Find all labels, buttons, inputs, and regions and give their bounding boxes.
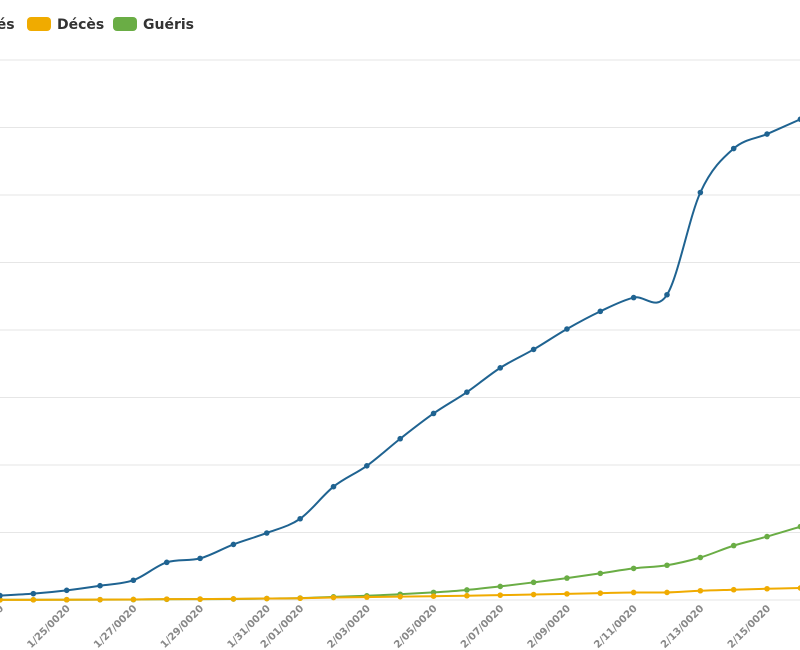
x-tick-label: 2/11/0020	[592, 603, 639, 650]
data-point	[630, 294, 637, 301]
data-point	[397, 593, 404, 600]
data-point	[464, 389, 470, 395]
data-point	[530, 579, 537, 586]
data-point	[497, 365, 504, 371]
data-point	[63, 587, 70, 594]
data-point	[797, 585, 800, 591]
data-point	[464, 587, 470, 593]
legend-swatch	[27, 17, 51, 31]
data-point	[630, 565, 637, 572]
data-point	[430, 410, 437, 417]
data-point	[297, 595, 303, 602]
x-tick-label: 1/27/0020	[92, 603, 139, 650]
data-point	[764, 131, 770, 137]
data-point	[364, 594, 370, 600]
data-point	[230, 541, 237, 548]
x-tick-label: 1/23/0020	[0, 603, 6, 650]
data-point	[564, 326, 570, 332]
legend-label: Confirmés	[0, 17, 15, 33]
data-point	[764, 533, 770, 540]
data-point	[63, 596, 70, 603]
data-point	[697, 554, 704, 561]
data-point	[130, 577, 137, 584]
series-line	[0, 118, 800, 597]
legend-swatch	[113, 17, 137, 31]
data-point	[497, 592, 504, 598]
data-point	[697, 189, 704, 196]
x-tick-label: 2/13/0020	[659, 603, 706, 650]
legend-label: Guéris	[143, 17, 194, 33]
data-point	[664, 589, 670, 596]
data-point	[130, 596, 137, 603]
data-point	[330, 594, 337, 601]
data-point	[0, 592, 3, 599]
x-tick-label: 2/15/0020	[726, 603, 773, 650]
x-tick-label: 2/07/0020	[459, 603, 506, 650]
data-point	[163, 596, 170, 602]
legend-label: Décès	[57, 17, 104, 33]
data-point	[797, 523, 800, 530]
data-point	[530, 591, 537, 598]
x-tick-label: 1/25/0020	[25, 603, 72, 650]
data-point	[30, 597, 37, 603]
data-point	[664, 291, 670, 298]
data-point	[264, 595, 270, 602]
data-point	[97, 582, 103, 589]
data-point	[330, 483, 337, 490]
data-point	[464, 592, 470, 599]
data-point	[597, 590, 604, 596]
data-point	[597, 570, 604, 577]
data-point	[597, 308, 604, 315]
x-tick-label: 2/09/0020	[526, 603, 573, 650]
data-point	[697, 587, 704, 594]
data-point	[97, 596, 103, 603]
data-point	[730, 542, 737, 549]
data-point	[430, 593, 437, 599]
data-point	[730, 145, 737, 152]
data-point	[163, 559, 170, 566]
data-point	[764, 585, 770, 592]
data-point	[630, 589, 637, 596]
data-point	[197, 596, 203, 602]
x-tick-label: 2/05/0020	[392, 603, 439, 650]
data-point	[264, 530, 270, 536]
data-point	[497, 583, 504, 590]
data-point	[397, 435, 404, 442]
data-point	[230, 596, 237, 602]
data-point	[530, 346, 537, 353]
data-point	[197, 555, 203, 562]
data-point	[364, 463, 370, 469]
data-point	[797, 116, 800, 123]
series-line	[0, 525, 800, 601]
data-point	[30, 590, 37, 597]
data-point	[730, 586, 737, 593]
data-point	[564, 575, 570, 581]
x-tick-label: 1/29/0020	[159, 603, 206, 650]
data-point	[297, 515, 303, 522]
data-point	[664, 562, 670, 569]
data-point	[564, 591, 570, 597]
x-tick-label: 2/03/0020	[326, 603, 373, 650]
data-point	[0, 597, 3, 603]
